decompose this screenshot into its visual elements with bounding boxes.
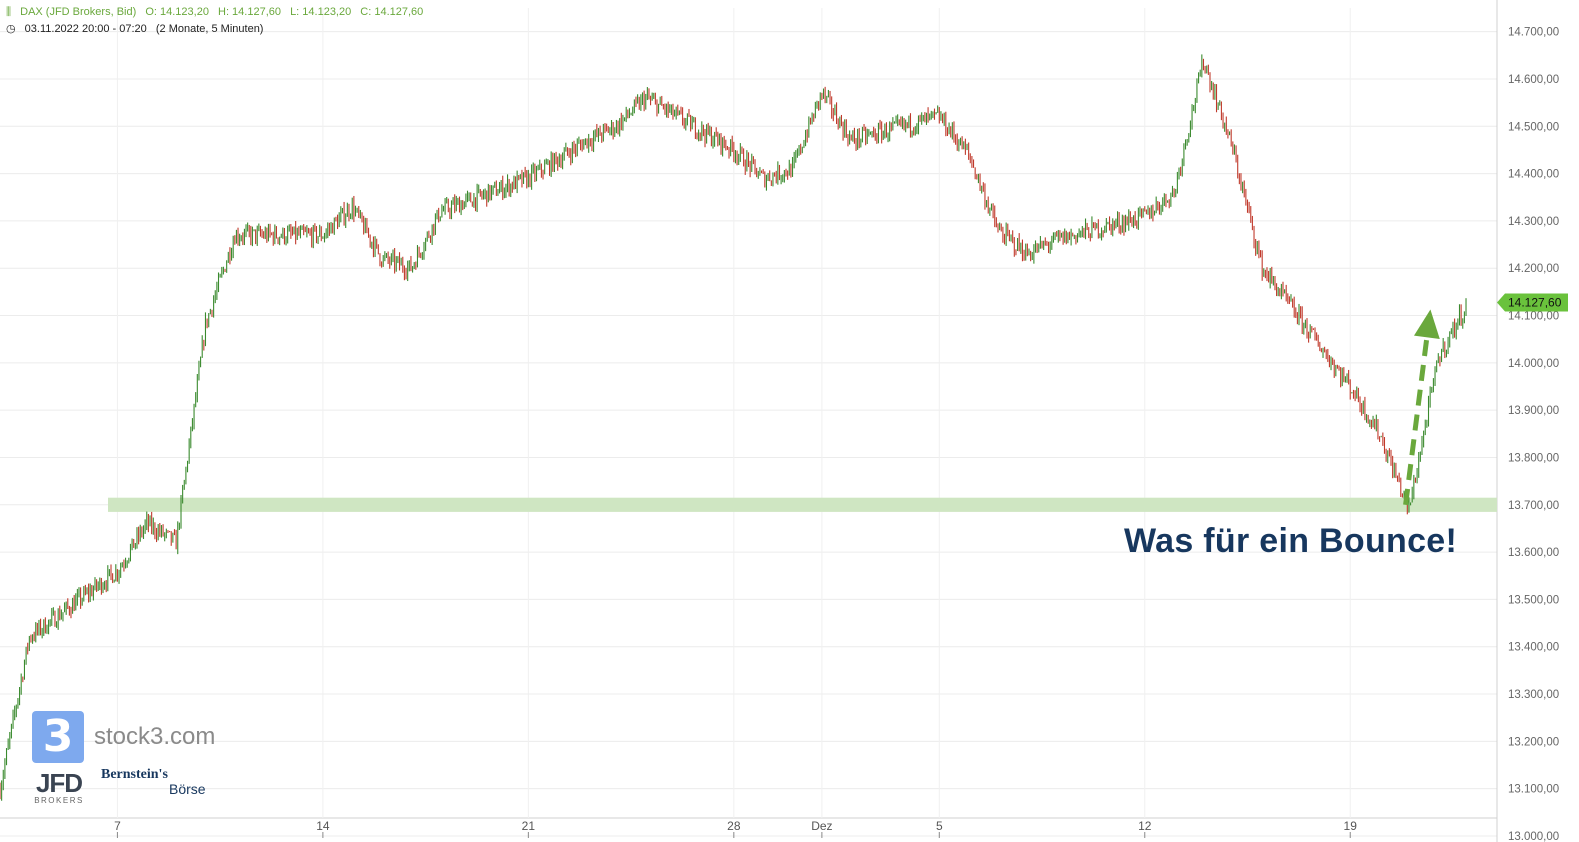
bars-icon: ⫼ bbox=[6, 6, 12, 18]
ohlc-header: ⫼ DAX (JFD Brokers, Bid) O: 14.123,20 H:… bbox=[6, 6, 429, 19]
open-value: O: 14.123,20 bbox=[145, 6, 209, 18]
y-tick-label: 14.500,00 bbox=[1508, 121, 1559, 133]
y-tick-label: 14.600,00 bbox=[1508, 74, 1559, 86]
price-series bbox=[0, 54, 1467, 801]
y-tick-label: 13.700,00 bbox=[1508, 500, 1559, 512]
time-range: 03.11.2022 20:00 - 07:20 bbox=[24, 23, 147, 35]
y-tick-label: 14.300,00 bbox=[1508, 216, 1559, 228]
high-value: H: 14.127,60 bbox=[218, 6, 281, 18]
y-tick-label: 14.400,00 bbox=[1508, 169, 1559, 181]
jfd-logo-sub: BROKERS bbox=[34, 796, 84, 805]
y-tick-label: 13.100,00 bbox=[1508, 784, 1559, 796]
y-tick-label: 13.000,00 bbox=[1508, 831, 1559, 842]
stock3-mark: 3 bbox=[32, 711, 84, 763]
jfd-logo-text: JFD bbox=[35, 768, 83, 798]
y-tick-label: 13.800,00 bbox=[1508, 452, 1559, 464]
x-tick-label: Dez bbox=[811, 819, 832, 833]
stock3-text: stock3.com bbox=[94, 723, 216, 750]
y-tick-label: 14.000,00 bbox=[1508, 358, 1559, 370]
stock3-logo: 3 stock3.com bbox=[32, 711, 215, 763]
clock-icon: ◷ bbox=[6, 23, 16, 35]
last-price-tag bbox=[1497, 293, 1568, 312]
y-tick-label: 13.900,00 bbox=[1508, 405, 1559, 417]
x-tick-label: 21 bbox=[522, 819, 536, 833]
support-zone bbox=[108, 497, 1497, 512]
close-value: C: 14.127,60 bbox=[360, 6, 424, 18]
y-tick-label: 13.200,00 bbox=[1508, 736, 1559, 748]
y-tick-label: 13.500,00 bbox=[1508, 594, 1559, 606]
headline-annotation: Was für ein Bounce! bbox=[1124, 522, 1458, 560]
x-tick-label: 5 bbox=[936, 819, 943, 833]
x-tick-label: 28 bbox=[727, 819, 741, 833]
jfd-logo: JFD BROKERS bbox=[34, 770, 84, 805]
last-price-label: 14.127,60 bbox=[1508, 295, 1562, 309]
symbol-label: DAX (JFD Brokers, Bid) bbox=[20, 6, 137, 18]
x-tick-label: 12 bbox=[1138, 819, 1152, 833]
x-tick-label: 7 bbox=[114, 819, 121, 833]
period-header: ◷ 03.11.2022 20:00 - 07:20 (2 Monate, 5 … bbox=[6, 22, 269, 35]
bernstein-logo: Bernstein's Börse bbox=[101, 767, 206, 797]
bounce-arrow-shaft bbox=[1403, 331, 1431, 506]
y-tick-label: 13.300,00 bbox=[1508, 689, 1559, 701]
x-tick-label: 19 bbox=[1344, 819, 1358, 833]
low-value: L: 14.123,20 bbox=[290, 6, 352, 18]
y-tick-label: 14.200,00 bbox=[1508, 263, 1559, 275]
bernstein-logo-line1: Bernstein's bbox=[101, 767, 168, 782]
bernstein-logo-line2: Börse bbox=[169, 781, 206, 797]
x-tick-label: 14 bbox=[316, 819, 330, 833]
y-tick-label: 13.600,00 bbox=[1508, 547, 1559, 559]
y-tick-label: 14.700,00 bbox=[1508, 27, 1559, 39]
y-tick-label: 13.400,00 bbox=[1508, 642, 1559, 654]
y-tick-label: 14.100,00 bbox=[1508, 311, 1559, 323]
bounce-arrow-head bbox=[1413, 309, 1440, 339]
period-label: (2 Monate, 5 Minuten) bbox=[155, 23, 264, 35]
